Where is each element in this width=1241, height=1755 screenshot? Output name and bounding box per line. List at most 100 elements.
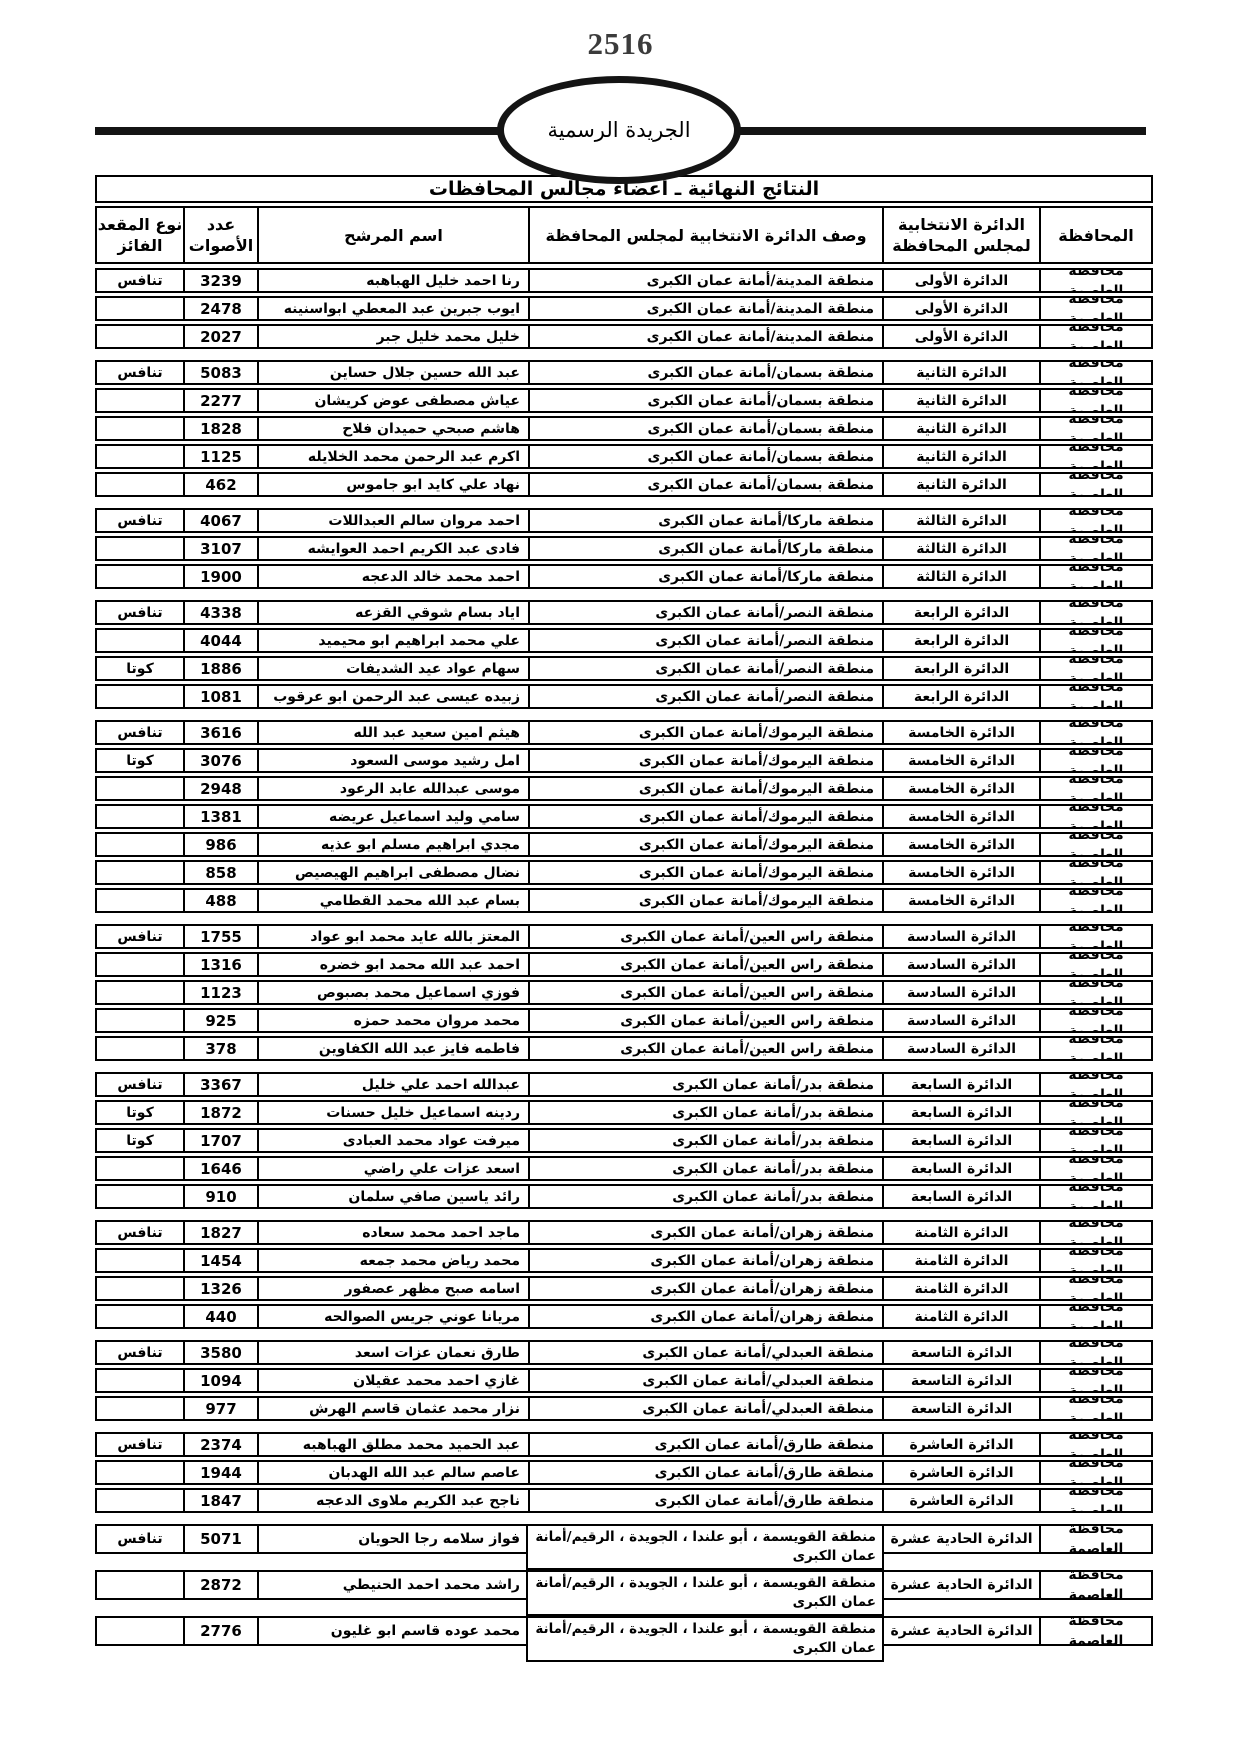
cell-seat-type: تنافس [117, 604, 163, 621]
cell-votes: 977 [183, 1398, 257, 1419]
cell-district-desc: منطقة طارق/أمانة عمان الكبرى [528, 1434, 882, 1455]
cell-candidate-name: طارق نعمان عزات اسعد [257, 1342, 528, 1363]
cell-candidate-name: عبدالله احمد علي خليل [257, 1074, 528, 1095]
cell-seat-type [97, 1618, 183, 1644]
cell-candidate-name: احمد مروان سالم العبداللات [257, 510, 528, 531]
table-row: تنافس 4067 احمد مروان سالم العبداللات منطقة… [95, 508, 1153, 533]
cell-seat-type: تنافس [117, 1224, 163, 1241]
cell-governorate: محافظة العاصمة [1039, 1250, 1151, 1271]
cell-votes: 910 [183, 1186, 257, 1207]
cell-district: الدائرة السابعة [882, 1158, 1039, 1179]
cell-votes: 1828 [183, 418, 257, 439]
table-row: 488 بسام عبد الله محمد القطامي منطقة اليرم… [95, 888, 1153, 913]
cell-seat-type [97, 298, 183, 319]
cell-candidate-name: ايوب جبرين عبد المعطي ابواسنينه [257, 298, 528, 319]
cell-district: الدائرة الثامنة [882, 1306, 1039, 1327]
cell-votes: 2277 [183, 390, 257, 411]
gazette-emblem-title: الجريدة الرسمية [547, 118, 691, 142]
cell-governorate: محافظة العاصمة [1039, 686, 1151, 707]
cell-district-desc: منطقة اليرموك/أمانة عمان الكبرى [528, 834, 882, 855]
cell-district: الدائرة السادسة [882, 954, 1039, 975]
table-row: 1326 اسامه صبح مظهر عصفور منطقة زهران/أمان… [95, 1276, 1153, 1301]
table-row: 378 فاطمه فايز عبد الله الكفاوين منطقة راس… [95, 1036, 1153, 1061]
cell-votes: 1847 [183, 1490, 257, 1511]
cell-district: الدائرة الخامسة [882, 722, 1039, 743]
cell-candidate-name: خليل محمد خليل جبر [257, 326, 528, 347]
cell-district-desc: منطقة راس العين/أمانة عمان الكبرى [528, 926, 882, 947]
cell-governorate: محافظة العاصمة [1039, 270, 1151, 291]
cell-votes: 488 [183, 890, 257, 911]
table-row: 2872 راشد محمد احمد الحنيطي منطقة القويسمة… [95, 1570, 1153, 1616]
cell-votes: 5083 [183, 362, 257, 383]
table-row: 1094 غازي احمد محمد عقيلان منطقة العبدلي/أ… [95, 1368, 1153, 1393]
cell-district: الدائرة الخامسة [882, 862, 1039, 883]
cell-district-desc: منطقة بدر/أمانة عمان الكبرى [528, 1074, 882, 1095]
cell-votes: 2027 [183, 326, 257, 347]
cell-seat-type: تنافس [117, 1531, 163, 1547]
cell-district-desc: منطقة القويسمة ، أبو علندا ، الجويدة ، ا… [526, 1616, 884, 1662]
cell-seat-type [97, 390, 183, 411]
cell-seat-type [97, 446, 183, 467]
cell-district-desc: منطقة راس العين/أمانة عمان الكبرى [528, 1010, 882, 1031]
cell-governorate: محافظة العاصمة [1039, 446, 1151, 467]
cell-district: الدائرة الثالثة [882, 538, 1039, 559]
cell-district: الدائرة السادسة [882, 1038, 1039, 1059]
cell-governorate: محافظة العاصمة [1039, 982, 1151, 1003]
cell-votes: 1125 [183, 446, 257, 467]
cell-district: الدائرة الخامسة [882, 890, 1039, 911]
cell-votes: 3616 [183, 722, 257, 743]
cell-governorate: محافظة العاصمة [1039, 1370, 1151, 1391]
cell-district-desc: منطقة اليرموك/أمانة عمان الكبرى [528, 722, 882, 743]
cell-district-desc: منطقة القويسمة ، أبو علندا ، الجويدة ، ا… [526, 1524, 884, 1570]
cell-governorate: محافظة العاصمة [1039, 1572, 1151, 1598]
cell-candidate-name: محمد عوده قاسم ابو غليون [257, 1618, 528, 1644]
cell-votes: 1326 [183, 1278, 257, 1299]
cell-seat-type [97, 1010, 183, 1031]
cell-district-desc: منطقة بدر/أمانة عمان الكبرى [528, 1158, 882, 1179]
cell-district: الدائرة السابعة [882, 1074, 1039, 1095]
cell-district-desc: منطقة القويسمة ، أبو علندا ، الجويدة ، ا… [526, 1570, 884, 1616]
table-row: 1828 هاشم صبحي حميدان فلاح منطقة بسمان/أما… [95, 416, 1153, 441]
column-header-candidate: اسم المرشح [257, 208, 528, 262]
cell-district-desc: منطقة المدينة/أمانة عمان الكبرى [528, 326, 882, 347]
cell-candidate-name: موسى عبدالله عابد الرعود [257, 778, 528, 799]
cell-governorate: محافظة العاصمة [1039, 1278, 1151, 1299]
cell-governorate: محافظة العاصمة [1039, 1074, 1151, 1095]
cell-governorate: محافظة العاصمة [1039, 1102, 1151, 1123]
cell-seat-type [97, 1250, 183, 1271]
cell-seat-type: تنافس [117, 272, 163, 289]
cell-seat-type [97, 1572, 183, 1598]
cell-seat-type [97, 566, 183, 587]
cell-seat-type [97, 1398, 183, 1419]
cell-candidate-name: فوزي اسماعيل محمد بصبوص [257, 982, 528, 1003]
cell-district-desc: منطقة زهران/أمانة عمان الكبرى [528, 1250, 882, 1271]
cell-governorate: محافظة العاصمة [1039, 474, 1151, 495]
cell-district-desc: منطقة بسمان/أمانة عمان الكبرى [528, 474, 882, 495]
cell-seat-type [97, 806, 183, 827]
cell-district-desc: منطقة زهران/أمانة عمان الكبرى [528, 1222, 882, 1243]
cell-votes: 5071 [183, 1526, 257, 1552]
cell-candidate-name: سامي وليد اسماعيل عريضه [257, 806, 528, 827]
column-header-governorate: المحافظة [1039, 208, 1151, 262]
cell-candidate-name: زبيده عيسى عبد الرحمن ابو عرقوب [257, 686, 528, 707]
cell-votes: 2948 [183, 778, 257, 799]
cell-seat-type: كوتا [126, 1132, 154, 1149]
cell-candidate-name: نهاد علي كايد ابو جاموس [257, 474, 528, 495]
cell-district: الدائرة الحادية عشرة [882, 1526, 1039, 1552]
cell-governorate: محافظة العاصمة [1039, 1342, 1151, 1363]
cell-district: الدائرة الثامنة [882, 1250, 1039, 1271]
cell-governorate: محافظة العاصمة [1039, 750, 1151, 771]
cell-district-desc: منطقة العبدلي/أمانة عمان الكبرى [528, 1398, 882, 1419]
cell-district: الدائرة الحادية عشرة [882, 1572, 1039, 1598]
cell-district: الدائرة الرابعة [882, 630, 1039, 651]
cell-candidate-name: ردينه اسماعيل خليل حسنات [257, 1102, 528, 1123]
cell-votes: 1081 [183, 686, 257, 707]
table-row: تنافس 5083 عبد الله حسين جلال حساين منطقة ب… [95, 360, 1153, 385]
cell-district: الدائرة الثامنة [882, 1222, 1039, 1243]
cell-district: الدائرة الخامسة [882, 778, 1039, 799]
cell-governorate: محافظة العاصمة [1039, 778, 1151, 799]
table-body: تنافس 3239 رنا احمد خليل الهباهبه منطقة الم… [95, 268, 1153, 1662]
table-row: 2027 خليل محمد خليل جبر منطقة المدينة/أمان… [95, 324, 1153, 349]
cell-governorate: محافظة العاصمة [1039, 602, 1151, 623]
